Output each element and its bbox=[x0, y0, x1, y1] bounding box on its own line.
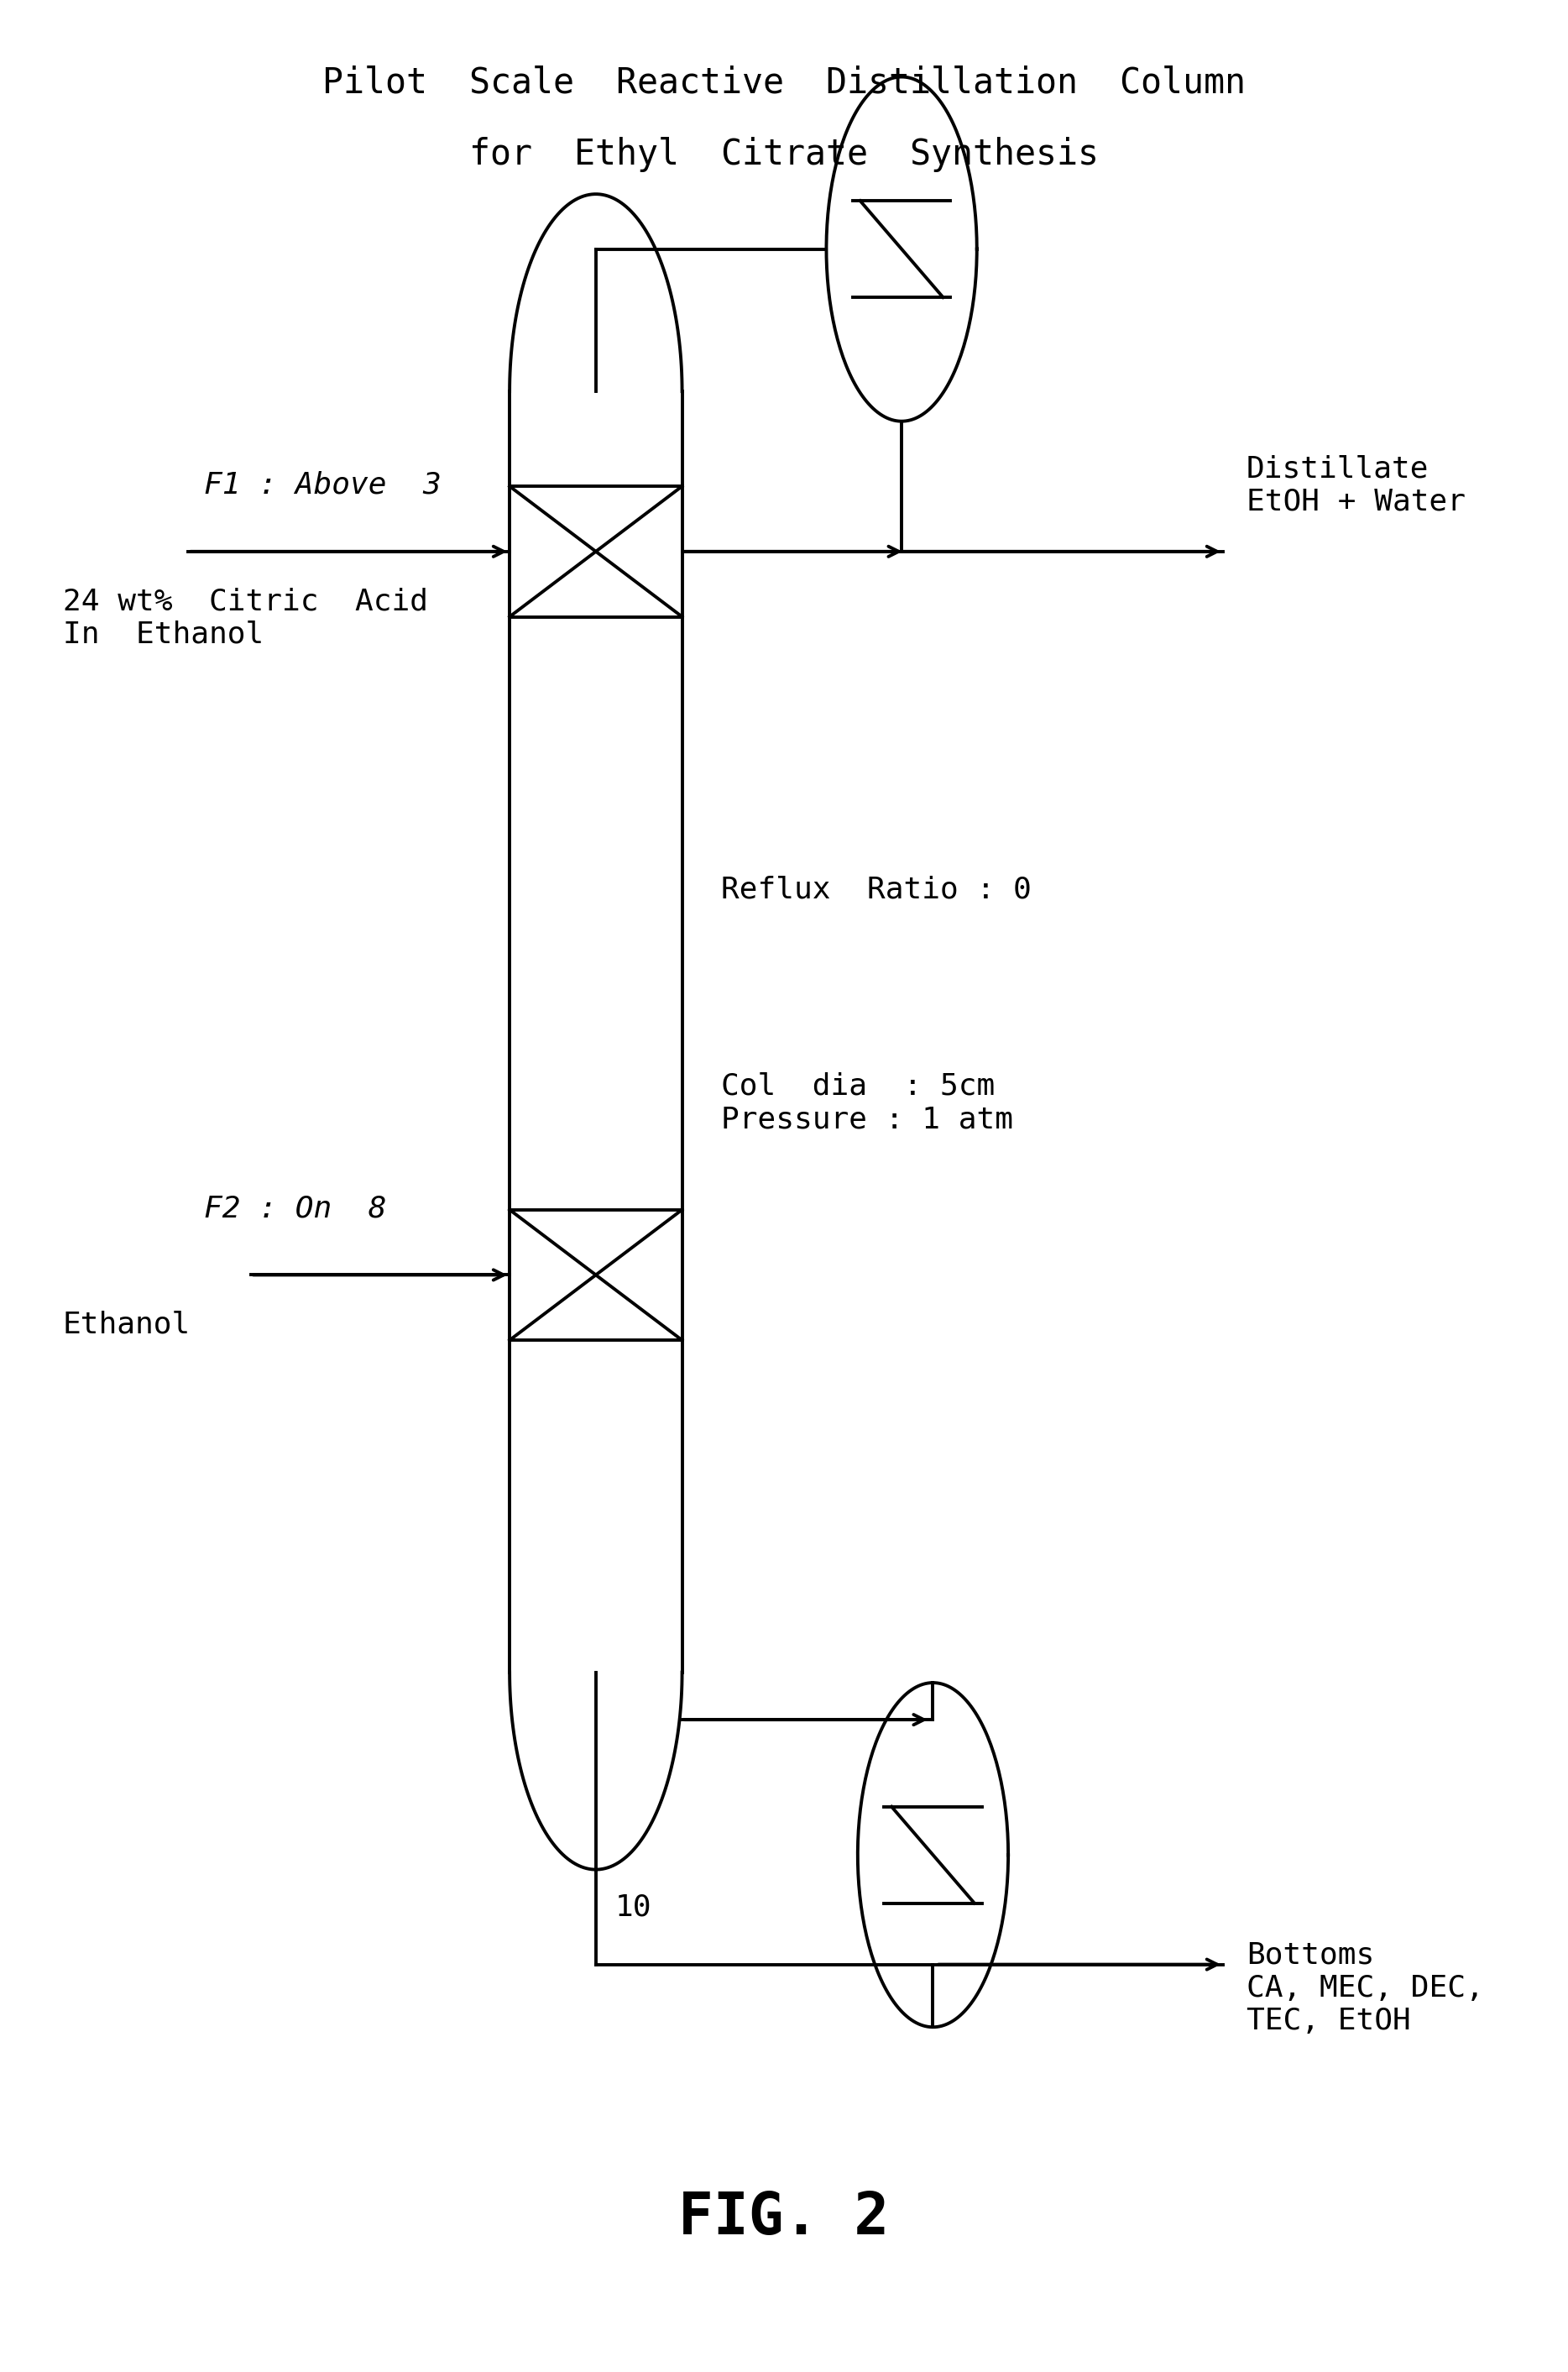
Text: 10: 10 bbox=[615, 1893, 651, 1921]
Text: F1 : Above  3: F1 : Above 3 bbox=[204, 470, 441, 498]
Text: Col  dia  : 5cm
Pressure : 1 atm: Col dia : 5cm Pressure : 1 atm bbox=[721, 1072, 1013, 1134]
Text: Reflux  Ratio : 0: Reflux Ratio : 0 bbox=[721, 875, 1032, 904]
Text: FIG. 2: FIG. 2 bbox=[679, 2189, 889, 2246]
Text: Pilot  Scale  Reactive  Distillation  Column: Pilot Scale Reactive Distillation Column bbox=[323, 66, 1245, 100]
Text: Distillate
EtOH + Water: Distillate EtOH + Water bbox=[1247, 455, 1466, 515]
Text: Bottoms
CA, MEC, DEC,
TEC, EtOH: Bottoms CA, MEC, DEC, TEC, EtOH bbox=[1247, 1940, 1483, 2035]
Text: for  Ethyl  Citrate  Synthesis: for Ethyl Citrate Synthesis bbox=[469, 138, 1099, 171]
Text: Ethanol: Ethanol bbox=[63, 1309, 191, 1340]
Text: F2 : On  8: F2 : On 8 bbox=[204, 1193, 386, 1224]
Text: 24 wt%  Citric  Acid
In  Ethanol: 24 wt% Citric Acid In Ethanol bbox=[63, 586, 428, 648]
